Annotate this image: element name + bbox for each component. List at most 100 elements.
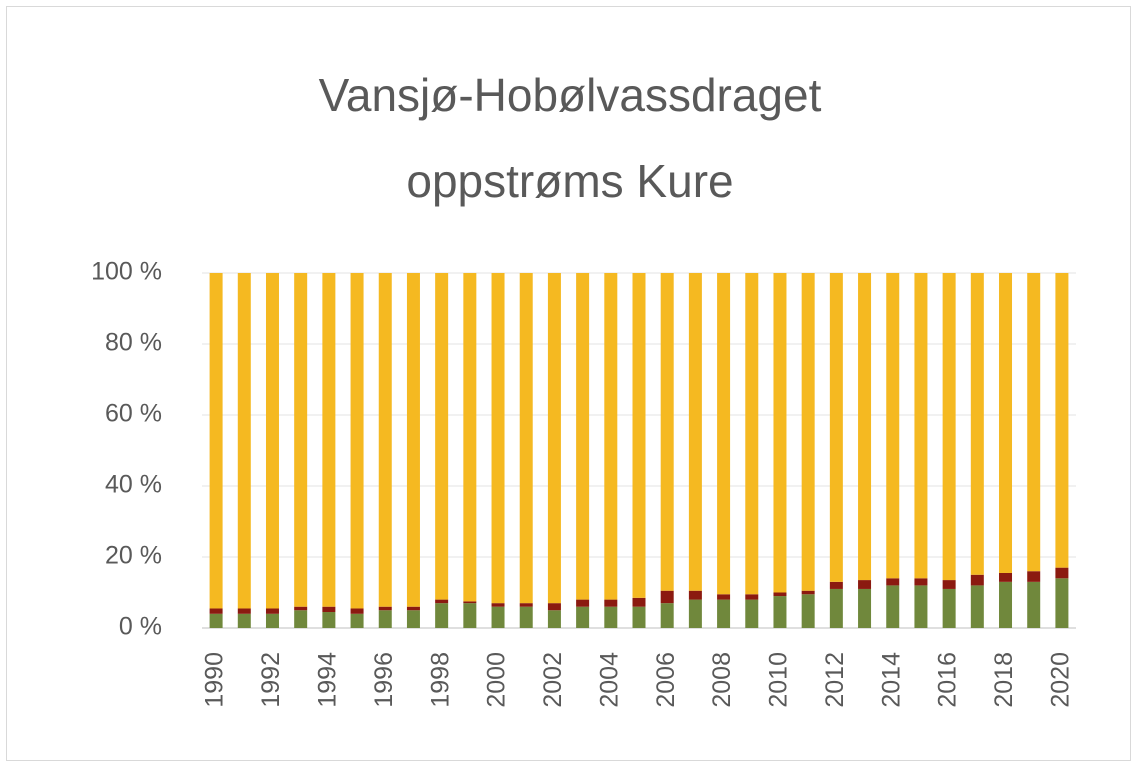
y-tick-label: 100 % — [91, 258, 162, 286]
bar-segment — [999, 572, 1013, 582]
bar-segment — [265, 613, 279, 628]
bar-segment — [491, 603, 505, 607]
bar-segment — [463, 601, 477, 604]
bar-segment — [914, 273, 928, 579]
bar-segment — [519, 606, 533, 628]
bar-segment — [463, 603, 477, 628]
bar-segment — [435, 273, 449, 600]
bar-segment — [942, 588, 956, 628]
bar-segment — [773, 592, 787, 597]
bar-segment — [237, 613, 251, 628]
bar-segment — [632, 606, 646, 628]
bar-segment — [209, 608, 223, 614]
bar-segment — [547, 273, 561, 604]
bar-segment — [435, 599, 449, 604]
bar-segment — [209, 613, 223, 628]
bar-segment — [801, 594, 815, 628]
bar-segment — [491, 273, 505, 604]
bar-segment — [745, 599, 759, 628]
bar-segment — [914, 578, 928, 586]
bar-segment — [237, 273, 251, 609]
bar-segment — [576, 273, 590, 600]
bar-segment — [801, 590, 815, 595]
bar-segment — [378, 273, 392, 607]
bar-segment — [237, 608, 251, 614]
x-tick-label: 2014 — [877, 652, 905, 708]
x-tick-label: 2012 — [821, 652, 849, 708]
x-tick-label: 1998 — [426, 652, 454, 708]
bar-segment — [1027, 273, 1041, 572]
x-tick-label: 1996 — [370, 652, 398, 708]
bar-segment — [773, 273, 787, 593]
bar-segment — [435, 603, 449, 628]
bar-segment — [717, 594, 731, 600]
bar-segment — [829, 588, 843, 628]
bar-segment — [745, 594, 759, 600]
bar-segment — [604, 606, 618, 628]
y-tick-label: 20 % — [105, 542, 162, 570]
bar-segment — [294, 610, 308, 628]
bar-segment — [886, 578, 900, 586]
bar-segment — [1027, 581, 1041, 628]
x-tick-label: 1994 — [313, 652, 341, 708]
bar-segment — [858, 588, 872, 628]
x-tick-label: 2004 — [595, 652, 623, 708]
bar-segment — [970, 574, 984, 586]
bar-segment — [209, 273, 223, 609]
bar-segment — [942, 580, 956, 589]
bar-segment — [1055, 273, 1069, 568]
bar-segment — [294, 606, 308, 611]
bar-segment — [350, 613, 364, 628]
x-tick-label: 2008 — [708, 652, 736, 708]
bar-segment — [378, 606, 392, 611]
bar-segment — [829, 273, 843, 582]
y-tick-label: 60 % — [105, 400, 162, 428]
bar-segment — [745, 273, 759, 595]
bar-segment — [519, 273, 533, 604]
bar-segment — [688, 590, 702, 600]
x-tick-label: 2020 — [1047, 652, 1075, 708]
bar-segment — [858, 580, 872, 589]
bar-segment — [829, 581, 843, 589]
bar-segment — [576, 606, 590, 628]
bar-segment — [773, 596, 787, 628]
bar-segment — [406, 273, 420, 607]
x-tick-label: 2016 — [934, 652, 962, 708]
bar-segment — [406, 610, 420, 628]
x-tick-label: 2018 — [990, 652, 1018, 708]
chart-frame — [6, 6, 1131, 761]
bar-segment — [801, 273, 815, 591]
y-tick-label: 0 % — [119, 613, 162, 641]
bar-segment — [265, 608, 279, 614]
x-tick-label: 2000 — [483, 652, 511, 708]
bar-segment — [547, 610, 561, 628]
x-tick-label: 1992 — [257, 652, 285, 708]
x-tick-label: 2006 — [652, 652, 680, 708]
bar-segment — [378, 610, 392, 628]
x-tick-label: 2010 — [765, 652, 793, 708]
bar-segment — [604, 599, 618, 607]
y-tick-label: 40 % — [105, 471, 162, 499]
bar-segment — [322, 273, 336, 607]
bar-segment — [322, 612, 336, 628]
bar-segment — [717, 273, 731, 595]
bar-segment — [660, 603, 674, 628]
bar-segment — [604, 273, 618, 600]
bar-segment — [970, 273, 984, 575]
bar-segment — [547, 603, 561, 611]
bar-segment — [265, 273, 279, 609]
bar-segment — [660, 590, 674, 604]
bar-segment — [576, 599, 590, 607]
bar-segment — [660, 273, 674, 591]
bar-segment — [463, 273, 477, 602]
x-tick-label: 2002 — [539, 652, 567, 708]
bar-segment — [1055, 567, 1069, 579]
y-tick-label: 80 % — [105, 329, 162, 357]
bar-segment — [632, 273, 646, 598]
bar-segment — [632, 597, 646, 607]
bar-segment — [688, 599, 702, 628]
bar-segment — [717, 599, 731, 628]
chart-title: Vansjø-Hobølvassdraget oppstrøms Kure — [318, 69, 822, 207]
bar-segment — [858, 273, 872, 581]
bar-segment — [999, 581, 1013, 628]
